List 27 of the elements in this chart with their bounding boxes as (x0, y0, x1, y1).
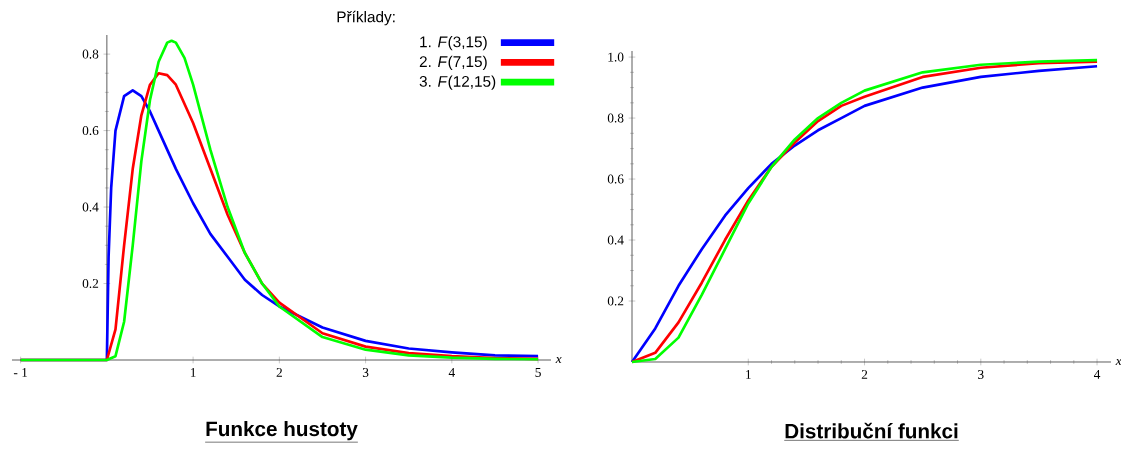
y-tick-label: 0.8 (607, 113, 624, 123)
y-tick-label: 0.6 (607, 174, 624, 184)
x-tick-label: 3 (362, 368, 369, 377)
y-tick-label: 1.0 (608, 52, 624, 62)
x-tick-label: 4 (448, 368, 455, 377)
text: Funkce hustoty (206, 421, 358, 441)
x-tick-label: 2 (276, 368, 282, 377)
x-tick-label: 3 (978, 370, 984, 379)
x-tick-label: 1 (746, 370, 751, 379)
y-tick-label: 0.2 (607, 296, 624, 306)
text: Distribuční funkci (785, 422, 958, 439)
x-tick-label: - 1 (13, 368, 28, 377)
x-tick-label: 1 (190, 368, 196, 377)
y-tick-label: 0.2 (82, 279, 99, 289)
legend-label: 3. F(12,15) (419, 75, 496, 90)
x-axis-title: x (555, 356, 562, 364)
y-tick-label: 0.4 (82, 202, 99, 212)
x-axis-title: x (1115, 358, 1121, 366)
y-tick-label: 0.6 (82, 126, 99, 136)
legend-label: 2. F(7,15) (419, 55, 487, 71)
y-tick-label: 0.8 (82, 49, 99, 59)
y-tick-label: 0.4 (607, 235, 624, 245)
x-tick-label: 2 (861, 370, 868, 379)
x-tick-label: 4 (1093, 370, 1101, 379)
legend-title: Příklady: (337, 10, 395, 26)
legend-label: 1. F(3,15) (420, 36, 487, 51)
x-tick-label: 5 (535, 368, 541, 377)
